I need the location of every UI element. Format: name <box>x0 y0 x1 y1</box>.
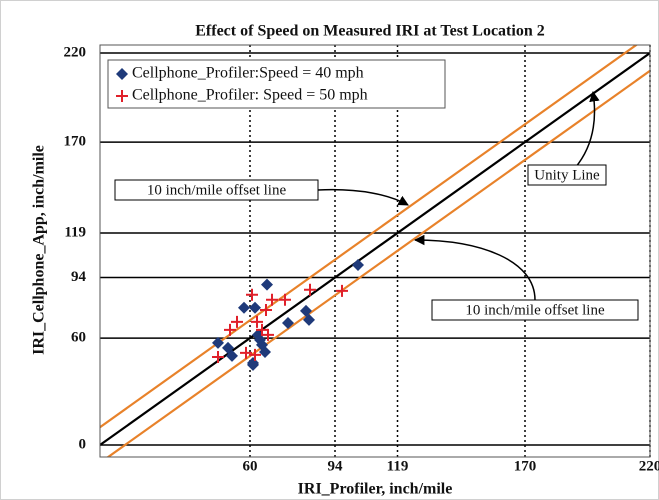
point <box>226 349 238 362</box>
y-tick-label: 220 <box>64 44 87 60</box>
plot-area <box>100 45 651 457</box>
x-tick-label: 170 <box>514 458 537 474</box>
reference-line <box>100 52 650 446</box>
reference-lines <box>100 45 650 457</box>
legend-label: Cellphone_Profiler:Speed = 40 mph <box>132 65 364 82</box>
annotation-arrow <box>413 234 536 301</box>
annotation-box <box>431 299 639 321</box>
legend-box <box>107 59 446 109</box>
point <box>222 341 234 354</box>
point <box>352 259 364 272</box>
x-axis-label: IRI_Profiler, inch/mile <box>298 481 453 498</box>
point <box>249 301 261 314</box>
annotations: Unity Line 10 inch/mile offset line 10 inc… <box>114 164 639 321</box>
point <box>224 323 236 336</box>
point <box>238 301 250 314</box>
reference-line <box>106 69 650 457</box>
x-tick-label: 60 <box>243 458 258 474</box>
point <box>261 278 273 291</box>
point <box>336 284 348 297</box>
point <box>304 283 316 296</box>
legend-marker <box>116 90 128 102</box>
legend-label: Cellphone_Profiler: Speed = 50 mph <box>132 87 368 104</box>
point <box>212 336 224 349</box>
point <box>251 315 263 328</box>
y-tick-label: 94 <box>71 269 87 285</box>
y-tick-label: 170 <box>64 134 87 150</box>
y-tick-label: 119 <box>64 224 86 240</box>
point <box>266 293 278 306</box>
x-tick-label: 220 <box>639 458 659 474</box>
point <box>254 333 266 346</box>
point <box>282 316 294 329</box>
annotation-arrow <box>317 188 409 206</box>
legend-marker <box>116 68 128 80</box>
annotation: 10 inch/mile offset line <box>465 302 605 318</box>
annotation: Unity Line <box>534 167 600 183</box>
annotation-box <box>527 164 607 186</box>
reference-line <box>100 45 639 429</box>
point <box>240 346 252 359</box>
point <box>231 315 243 328</box>
point <box>300 304 312 317</box>
point <box>212 350 224 363</box>
point <box>279 293 291 306</box>
x-tick-label: 119 <box>387 458 409 474</box>
y-tick-label: 60 <box>71 330 86 346</box>
chart-title: Effect of Speed on Measured IRI at Test … <box>195 23 544 40</box>
series <box>212 259 364 371</box>
point <box>303 313 315 326</box>
point <box>249 348 261 361</box>
point <box>260 303 272 316</box>
plot-border <box>99 44 651 458</box>
point <box>246 288 258 301</box>
legend: Cellphone_Profiler:Speed = 40 mph Cellpho… <box>107 59 446 109</box>
annotation-box <box>114 179 319 201</box>
y-axis-label: IRI_Cellphone_App, inch/mile <box>31 145 48 355</box>
point <box>262 328 274 341</box>
annotation: 10 inch/mile offset line <box>147 182 287 198</box>
annotation-arrow <box>574 90 600 169</box>
x-tick-label: 94 <box>328 458 344 474</box>
y-tick-label: 0 <box>79 436 87 452</box>
series <box>212 283 348 363</box>
